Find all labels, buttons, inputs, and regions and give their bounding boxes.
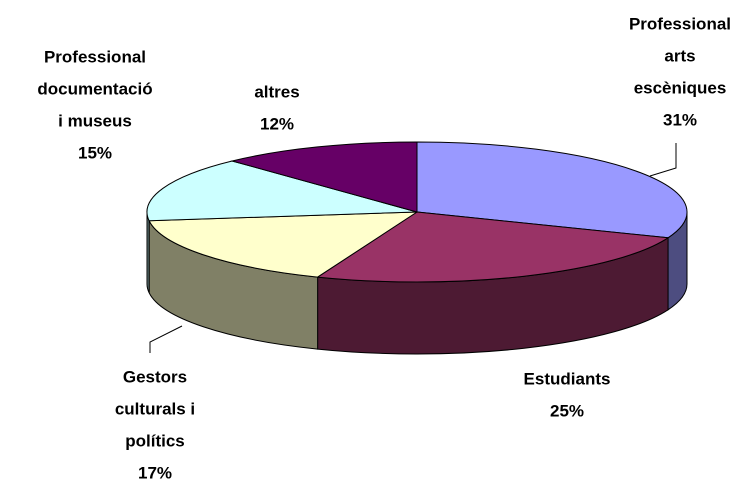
leader-line — [649, 143, 677, 177]
pie-sides — [146, 211, 688, 355]
pie-slice — [316, 211, 670, 283]
pie-side — [146, 211, 150, 293]
value-label: 15% — [78, 143, 112, 162]
leader-line — [149, 325, 183, 353]
category-label: polítics — [125, 431, 185, 450]
value-label: 31% — [663, 110, 697, 129]
value-label: 12% — [260, 114, 294, 133]
pie-slice — [148, 211, 419, 278]
category-label: altres — [254, 82, 299, 101]
pie-slice — [230, 141, 418, 213]
category-label: Estudiants — [524, 369, 611, 388]
category-label: culturals i — [115, 399, 195, 418]
labels: Professional arts escèniques 31% Estudiants 2… — [37, 14, 731, 480]
category-label: documentació — [37, 79, 152, 98]
category-label: i museus — [58, 111, 132, 130]
category-label: Professional — [629, 14, 731, 33]
category-label: Professional — [44, 47, 146, 66]
category-label: escèniques — [634, 78, 727, 97]
value-label: 17% — [138, 463, 172, 480]
pie-slice — [416, 141, 688, 239]
pie-slice — [146, 160, 418, 222]
category-label: arts — [664, 46, 695, 65]
value-label: 25% — [550, 401, 584, 420]
pie-tops — [146, 141, 688, 283]
category-label: Gestors — [123, 367, 187, 386]
